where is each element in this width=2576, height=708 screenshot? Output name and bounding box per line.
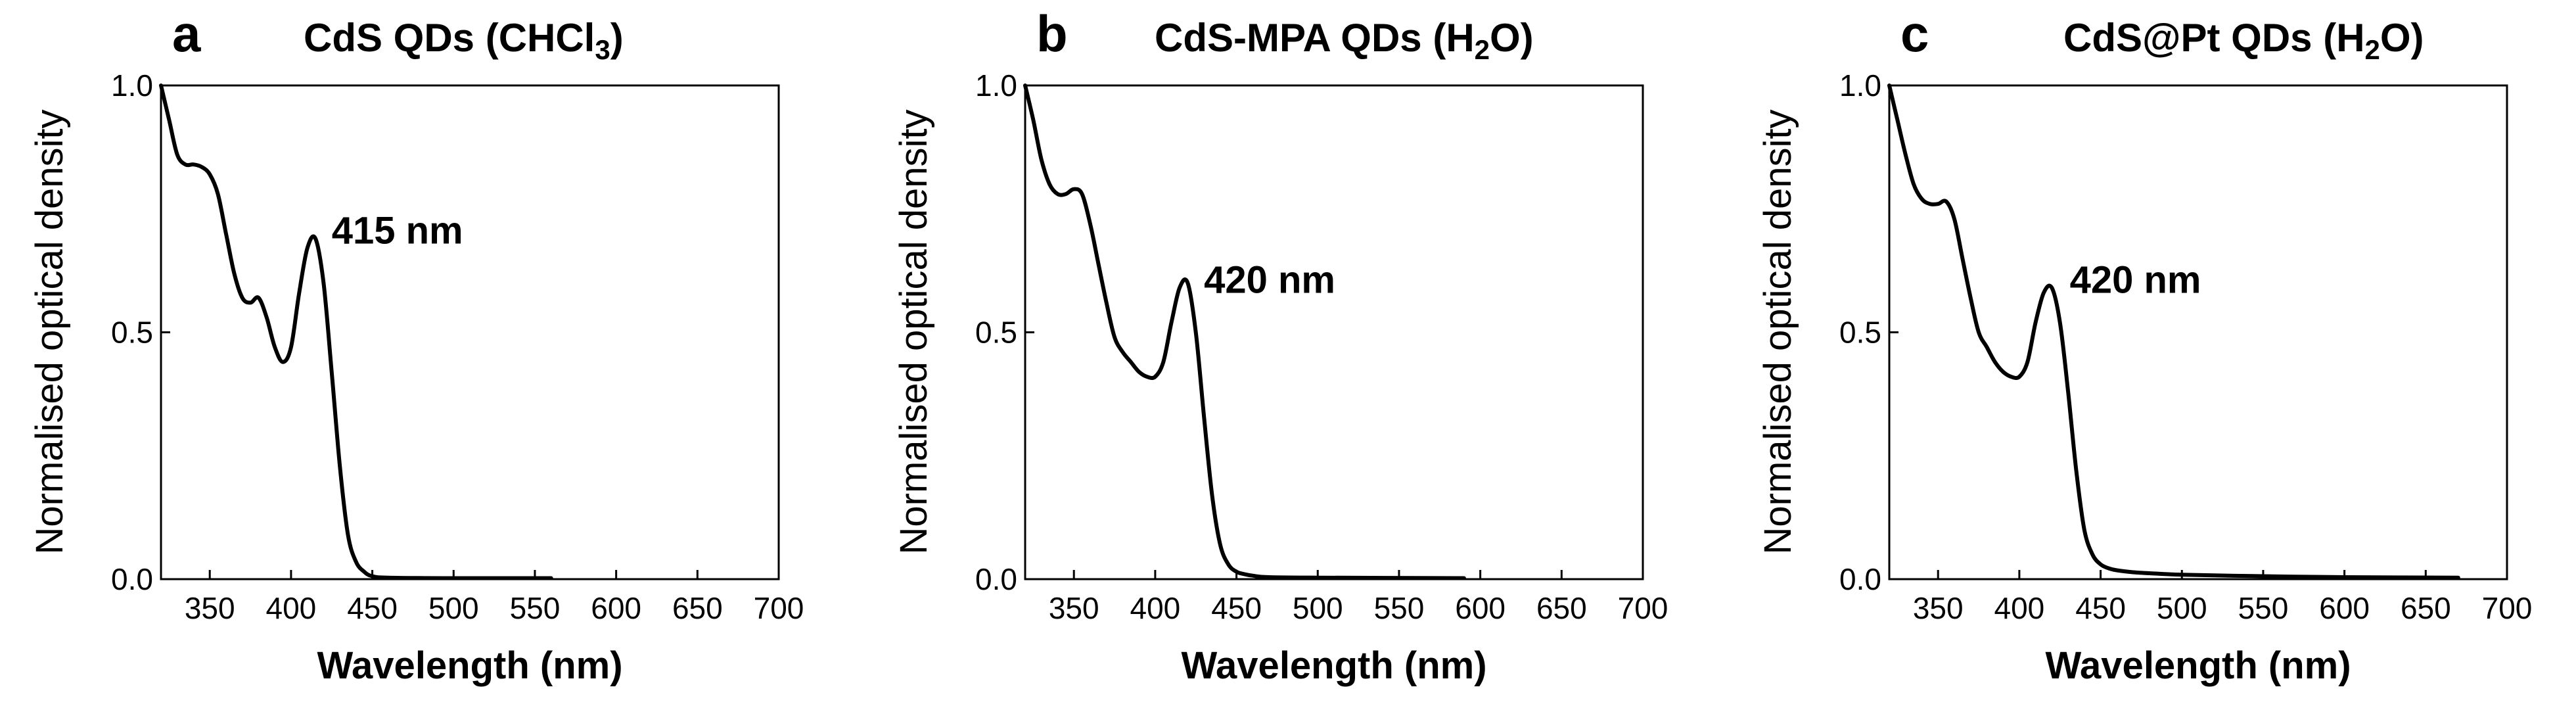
panel-letter: b [1036,5,1068,62]
x-tick-label: 600 [1455,591,1506,625]
tick-group: 350 400 450 500 550 600 650 700 0.0 0.5 1.0 [1839,68,2532,625]
x-tick-label: 500 [428,591,479,625]
x-tick-label: 550 [1374,591,1425,625]
absorbance-curve [1023,83,1466,580]
y-axis-label: Normalised optical density [1757,110,1799,555]
peak-annotation: 420 nm [2070,258,2201,301]
x-tick-label: 650 [672,591,723,625]
absorbance-curve [1887,83,2460,580]
panel-letter: c [1900,5,1929,62]
x-tick-label: 550 [2238,591,2289,625]
y-tick-label: 0.0 [111,562,153,596]
x-tick-label: 450 [347,591,398,625]
x-tick-label: 450 [2075,591,2126,625]
x-tick-label: 350 [1049,591,1099,625]
y-tick-label: 0.5 [111,316,153,350]
x-tick-label: 450 [1211,591,1262,625]
x-tick-label: 350 [185,591,235,625]
x-tick-label: 650 [2401,591,2451,625]
absorbance-curve [159,83,553,580]
plot-frame [160,84,780,580]
x-tick-label: 400 [1130,591,1181,625]
x-tick-label: 500 [2157,591,2207,625]
chart-panel-a: a CdS QDs (CHCl3) 350 400 450 500 550 600 650 7… [28,5,804,687]
x-tick-label: 700 [1618,591,1668,625]
chart-panel-c: c CdS@Pt QDs (H2O) 350 400 450 500 550 600 650… [1757,5,2532,687]
x-axis-label: Wavelength (nm) [317,644,622,687]
x-tick-label: 650 [1536,591,1587,625]
x-axis-label: Wavelength (nm) [1181,644,1486,687]
tick-group: 350 400 450 500 550 600 650 700 0.0 0.5 1.0 [975,68,1668,625]
x-tick-label: 600 [2319,591,2370,625]
y-tick-label: 1.0 [975,68,1017,103]
x-tick-label: 350 [1913,591,1964,625]
y-tick-label: 0.5 [1839,316,1881,350]
panel-letter: a [172,5,201,62]
tick-group: 350 400 450 500 550 600 650 700 0.0 0.5 1.0 [111,68,804,625]
y-tick-label: 0.0 [1839,562,1881,596]
y-axis-label: Normalised optical density [28,110,71,555]
chart-title: CdS@Pt QDs (H2O) [2063,16,2424,65]
x-tick-label: 400 [1994,591,2045,625]
x-tick-label: 700 [754,591,804,625]
x-tick-label: 400 [266,591,317,625]
x-axis-label: Wavelength (nm) [2045,644,2351,687]
y-tick-label: 0.0 [975,562,1017,596]
plot-frame [1024,84,1644,580]
chart-title: CdS-MPA QDs (H2O) [1155,16,1534,65]
y-tick-label: 1.0 [111,68,153,103]
x-tick-label: 600 [591,591,641,625]
peak-annotation: 415 nm [332,209,463,252]
y-tick-label: 0.5 [975,316,1017,350]
x-tick-label: 700 [2482,591,2533,625]
chart-panel-b: b CdS-MPA QDs (H2O) 350 400 450 500 550 600 65… [892,5,1668,687]
x-tick-label: 550 [510,591,561,625]
chart-title: CdS QDs (CHCl3) [304,16,624,65]
x-tick-label: 500 [1293,591,1343,625]
y-tick-label: 1.0 [1839,68,1881,103]
y-axis-label: Normalised optical density [892,110,935,555]
peak-annotation: 420 nm [1204,258,1335,301]
plot-frame [1888,84,2508,580]
